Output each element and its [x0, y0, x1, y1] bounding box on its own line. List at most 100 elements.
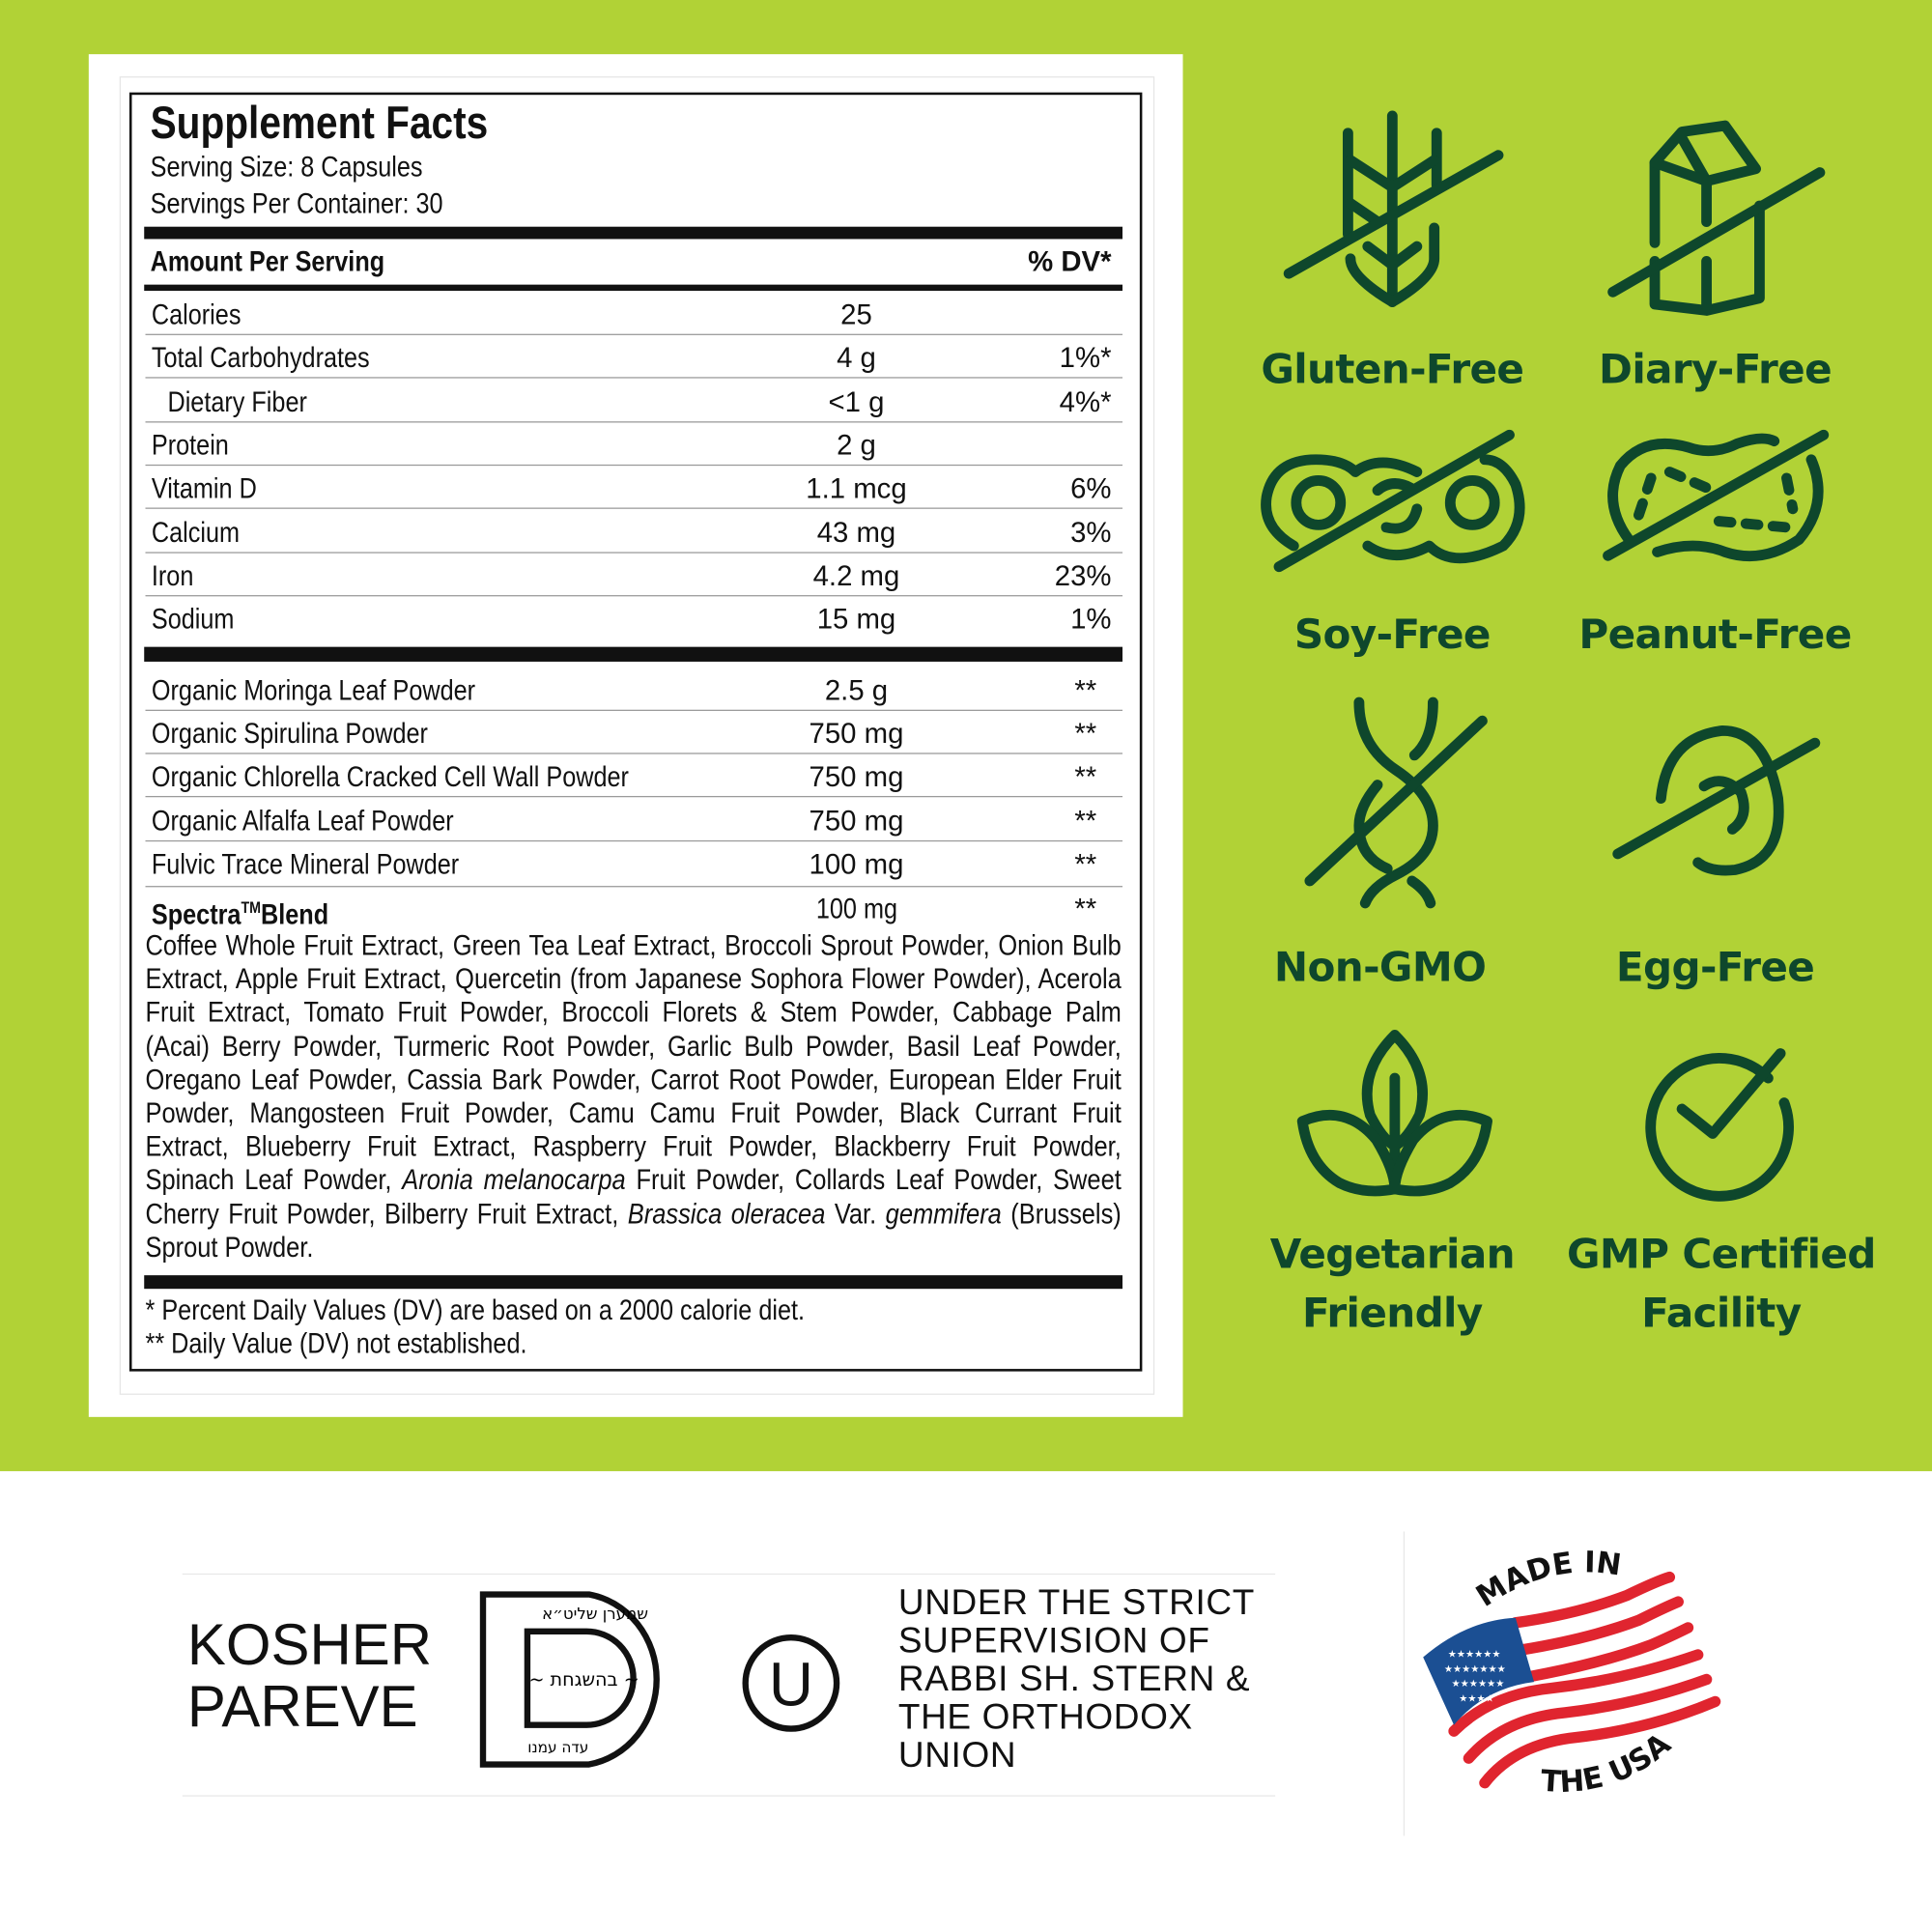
kosher-d-seal-logo: ~ בהשגחת ~ שמערן שליט״א עדה עמנו: [479, 1591, 660, 1768]
badge-label: Gluten-Free: [1261, 345, 1524, 393]
divider: [182, 1573, 1276, 1576]
row-dv: **: [1074, 717, 1097, 750]
svg-text:★★★★★★: ★★★★★★: [1452, 1679, 1505, 1690]
facts-row: Organic Spirulina Powder 750 mg **: [0, 716, 1932, 753]
divider: [182, 1795, 1276, 1797]
row-name: Organic Spirulina Powder: [151, 717, 428, 750]
badge-label: Vegetarian: [1269, 1229, 1516, 1278]
supervision-text: UNDER THE STRICT SUPERVISION OF RABBI SH. …: [897, 1583, 1256, 1776]
footnote-dv: * Percent Daily Values (DV) are based on…: [145, 1293, 806, 1326]
facts-panel: [88, 54, 1183, 1417]
blend-ingredients: Coffee Whole Fruit Extract, Green Tea Le…: [145, 928, 1122, 1264]
row-name: Sodium: [151, 602, 235, 636]
divider: [1403, 1531, 1406, 1836]
row-divider: [145, 594, 1122, 597]
row-dv: 6%: [1070, 471, 1112, 504]
panel-border: [119, 76, 1155, 1395]
row-amount: 750 mg: [809, 804, 904, 837]
row-name: Iron: [151, 558, 194, 591]
badge-label: Facility: [1641, 1289, 1802, 1337]
svg-text:עדה עמנו: עדה עמנו: [527, 1739, 588, 1756]
badge-label: Peanut-Free: [1578, 610, 1852, 659]
badge-label: Soy-Free: [1293, 610, 1492, 659]
blend-row: SpectraTM Blend 100 mg **: [0, 891, 1932, 929]
row-dv: 1%: [1070, 602, 1112, 636]
svg-text:★★★★★★★: ★★★★★★★: [1444, 1664, 1506, 1675]
row-amount: 2 g: [837, 428, 876, 461]
facts-row: Fulvic Trace Mineral Powder 100 mg **: [0, 846, 1932, 883]
svg-text:U: U: [769, 1649, 813, 1719]
peanut-crossed-icon: [1603, 429, 1830, 562]
row-amount: 2.5 g: [824, 673, 889, 706]
row-name: Vitamin D: [151, 471, 257, 504]
facts-row: Total Carbohydrates 4 g 1%*: [0, 340, 1932, 377]
row-dv: 4%*: [1059, 384, 1112, 417]
row-name: Organic Chlorella Cracked Cell Wall Powd…: [151, 760, 629, 793]
row-divider: [145, 551, 1122, 554]
serving-size: Serving Size: 8 Capsules: [150, 150, 423, 183]
row-name: Calories: [151, 298, 242, 330]
wheat-crossed-icon: [1283, 110, 1504, 307]
row-amount: 100 mg: [809, 847, 904, 880]
facts-row: Organic Chlorella Cracked Cell Wall Powd…: [0, 759, 1932, 796]
badge-label: Diary-Free: [1599, 345, 1833, 393]
row-divider: [145, 464, 1122, 467]
row-dv: **: [1074, 673, 1097, 706]
dv-header: % DV*: [1028, 244, 1112, 277]
row-dv: 23%: [1054, 558, 1112, 591]
row-amount: 25: [840, 298, 872, 330]
dna-crossed-icon: [1304, 696, 1488, 909]
row-divider: [145, 839, 1122, 841]
svg-text:שמערן שליט״א: שמערן שליט״א: [542, 1605, 648, 1623]
row-divider: [145, 753, 1122, 754]
facts-row: Protein 2 g: [0, 427, 1932, 464]
facts-row: Dietary Fiber <1 g 4%*: [0, 384, 1932, 420]
row-dv: 3%: [1070, 515, 1112, 548]
servings-per-container: Servings Per Container: 30: [150, 186, 443, 220]
facts-row: Vitamin D 1.1 mcg 6%: [0, 470, 1932, 507]
svg-text:★★★★★★: ★★★★★★: [1448, 1650, 1501, 1661]
facts-title: Supplement Facts: [150, 97, 489, 149]
row-divider: [145, 507, 1122, 510]
thick-divider: [144, 226, 1122, 240]
thick-divider: [144, 646, 1122, 662]
facts-row: Organic Moringa Leaf Powder 2.5 g **: [0, 672, 1932, 709]
row-name: Total Carbohydrates: [151, 341, 370, 374]
row-amount: 4.2 mg: [812, 558, 900, 591]
row-name: Dietary Fiber: [167, 384, 307, 417]
blend-dv: **: [1074, 892, 1097, 924]
row-dv: **: [1074, 847, 1097, 880]
blend-amount: 100 mg: [815, 892, 897, 924]
row-amount: 4 g: [837, 341, 876, 374]
footnote-not-established: ** Daily Value (DV) not established.: [145, 1326, 527, 1359]
row-amount: 15 mg: [816, 602, 896, 636]
facts-row: Organic Alfalfa Leaf Powder 750 mg **: [0, 803, 1932, 839]
badge-label: GMP Certified: [1566, 1229, 1876, 1278]
row-amount: 1.1 mcg: [806, 471, 907, 504]
facts-row: Calories 25: [0, 297, 1932, 333]
facts-row: Iron 4.2 mg 23%: [0, 558, 1932, 595]
row-amount: <1 g: [828, 384, 885, 417]
row-divider: [145, 886, 1122, 888]
row-divider: [145, 420, 1122, 422]
row-dv: 1%*: [1059, 341, 1112, 374]
soybean-crossed-icon: [1261, 429, 1525, 573]
leaves-icon: [1296, 1030, 1492, 1197]
badge-label: Friendly: [1301, 1289, 1483, 1337]
facts-row: Sodium 15 mg 1%: [0, 602, 1932, 639]
facts-row: Calcium 43 mg 3%: [0, 515, 1932, 552]
row-amount: 750 mg: [809, 760, 904, 793]
row-dv: **: [1074, 760, 1097, 793]
row-divider: [145, 333, 1122, 335]
row-amount: 43 mg: [816, 515, 896, 548]
row-amount: 750 mg: [809, 717, 904, 750]
row-name: Organic Alfalfa Leaf Powder: [151, 804, 454, 837]
medium-divider: [144, 284, 1122, 292]
row-name: Protein: [151, 428, 229, 461]
thick-divider: [144, 1275, 1122, 1290]
ou-kosher-logo: U: [742, 1634, 840, 1732]
row-name: Fulvic Trace Mineral Powder: [151, 847, 460, 880]
row-divider: [145, 377, 1122, 379]
made-in-usa-flag-logo: ★★★★★★★★★★★★★★★★★★★★★★★ MADE IN THE USA: [1423, 1547, 1721, 1800]
